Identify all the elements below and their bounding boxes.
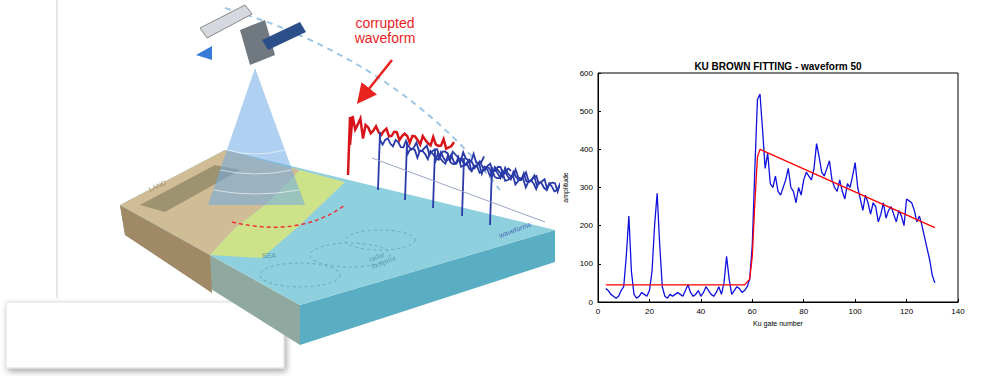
svg-text:LAND: LAND: [147, 179, 167, 193]
svg-text:600: 600: [580, 69, 594, 78]
svg-text:corruptedwaveform: corruptedwaveform: [354, 15, 416, 46]
svg-text:20: 20: [645, 307, 654, 316]
svg-text:300: 300: [580, 183, 594, 192]
svg-text:400: 400: [580, 145, 594, 154]
svg-text:waveforms: waveforms: [497, 221, 533, 240]
svg-text:SEA: SEA: [262, 252, 276, 259]
svg-text:0: 0: [589, 298, 594, 307]
svg-text:80: 80: [799, 307, 808, 316]
svg-text:40: 40: [696, 307, 705, 316]
svg-text:amplitude: amplitude: [562, 172, 570, 202]
svg-text:200: 200: [580, 221, 594, 230]
svg-text:60: 60: [748, 307, 757, 316]
svg-text:120: 120: [900, 307, 914, 316]
svg-text:100: 100: [580, 259, 594, 268]
svg-text:Ku gate number: Ku gate number: [753, 320, 803, 328]
svg-text:radarfootprint: radarfootprint: [368, 248, 397, 271]
svg-text:140: 140: [951, 307, 965, 316]
svg-text:KU BROWN FITTING - waveform 50: KU BROWN FITTING - waveform 50: [694, 61, 862, 72]
svg-text:100: 100: [848, 307, 862, 316]
svg-text:500: 500: [580, 107, 594, 116]
svg-text:0: 0: [596, 307, 601, 316]
